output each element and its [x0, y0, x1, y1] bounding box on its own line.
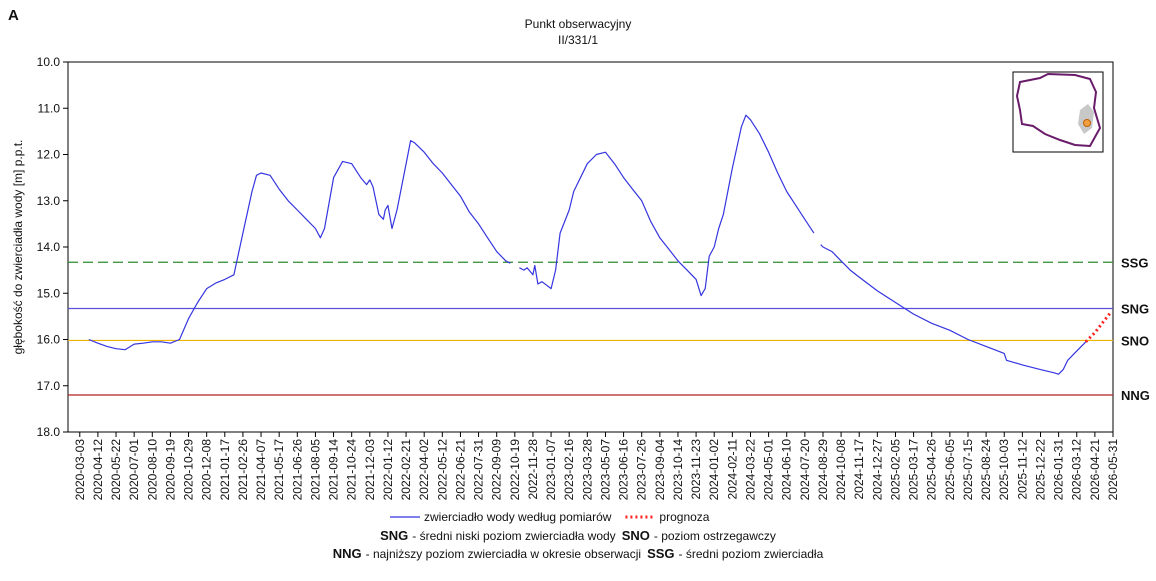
x-tick-label: 2024-10-08	[834, 439, 848, 501]
x-tick-label: 2023-10-14	[671, 439, 685, 501]
note-abbr: SSG	[647, 546, 674, 561]
legend-note: SNG - średni niski poziom zwierciadła wod…	[380, 528, 776, 543]
reference-label: SSG	[1121, 255, 1148, 270]
x-tick-label: 2021-12-03	[363, 439, 377, 501]
x-tick-label: 2020-09-19	[163, 439, 177, 501]
x-tick-label: 2025-11-12	[1015, 439, 1029, 500]
x-tick-label: 2025-10-03	[997, 439, 1011, 501]
x-tick-label: 2023-06-16	[617, 439, 631, 501]
x-tick-label: 2022-02-21	[399, 439, 413, 501]
x-tick-label: 2020-10-29	[182, 439, 196, 501]
x-tick-label: 2023-07-26	[635, 439, 649, 501]
x-tick-label: 2020-04-12	[91, 439, 105, 501]
x-tick-label: 2021-05-17	[272, 439, 286, 501]
x-tick-label: 2026-04-21	[1088, 439, 1102, 501]
reference-label: SNG	[1121, 302, 1149, 317]
x-tick-label: 2021-01-17	[218, 439, 232, 501]
map-inset	[1012, 71, 1104, 153]
data-line	[1084, 310, 1113, 343]
chart-subtitle: II/331/1	[558, 33, 598, 47]
x-tick-label: 2025-07-15	[961, 439, 975, 501]
y-tick-label: 11.0	[38, 101, 61, 115]
x-tick-label: 2021-08-05	[308, 439, 322, 501]
note-text: - poziom ostrzegawczy	[654, 529, 776, 543]
x-tick-label: 2023-09-04	[653, 439, 667, 501]
y-axis-label: głębokość do zwierciadła wody [m] p.p.t.	[11, 140, 25, 355]
x-tick-label: 2022-04-02	[417, 439, 431, 501]
x-tick-label: 2021-09-14	[327, 439, 341, 501]
x-tick-label: 2024-07-20	[798, 439, 812, 501]
note-abbr: NNG	[333, 546, 362, 561]
x-tick-label: 2020-03-03	[73, 439, 87, 501]
x-tick-label: 2026-05-31	[1106, 439, 1120, 501]
x-tick-label: 2020-08-10	[145, 439, 159, 501]
x-tick-label: 2020-12-08	[200, 439, 214, 501]
y-tick-label: 12.0	[37, 148, 61, 162]
x-tick-label: 2025-04-26	[925, 439, 939, 501]
legend-label: zwierciadło wody według pomiarów	[424, 510, 612, 524]
x-tick-label: 2024-11-17	[852, 439, 866, 500]
note-text: - najniższy poziom zwierciadła w okresie…	[366, 547, 641, 561]
note-text: - średni poziom zwierciadła	[679, 547, 824, 561]
chart-title: Punkt obserwacyjny	[525, 17, 632, 31]
x-tick-label: 2025-08-24	[979, 439, 993, 501]
y-tick-label: 13.0	[37, 194, 61, 208]
legend-note: NNG - najniższy poziom zwierciadła w okre…	[333, 546, 824, 561]
x-tick-label: 2020-05-22	[109, 439, 123, 501]
x-tick-label: 2025-06-05	[943, 439, 957, 501]
x-tick-label: 2022-01-12	[381, 439, 395, 501]
x-tick-label: 2022-09-09	[490, 439, 504, 501]
x-tick-label: 2025-02-05	[888, 439, 902, 501]
note-abbr: SNG	[380, 528, 408, 543]
x-tick-label: 2023-03-28	[580, 439, 594, 501]
x-tick-label: 2024-06-10	[780, 439, 794, 501]
x-tick-label: 2023-11-23	[689, 439, 703, 500]
note-abbr: SNO	[622, 528, 650, 543]
x-tick-label: 2022-05-12	[435, 439, 449, 501]
x-tick-label: 2026-01-31	[1052, 439, 1066, 501]
x-tick-label: 2024-08-29	[816, 439, 830, 501]
y-tick-label: 16.0	[37, 333, 61, 347]
y-tick-label: 15.0	[37, 286, 61, 300]
x-tick-label: 2024-03-22	[743, 439, 757, 501]
x-tick-label: 2021-06-26	[290, 439, 304, 501]
legend-label: prognoza	[659, 510, 709, 524]
x-tick-label: 2023-01-07	[544, 439, 558, 501]
x-tick-label: 2021-04-07	[254, 439, 268, 501]
reference-label: NNG	[1121, 388, 1150, 403]
x-tick-label: 2021-02-26	[236, 439, 250, 501]
note-text: - średni niski poziom zwierciadła wody	[412, 529, 615, 543]
data-line	[88, 114, 1087, 375]
x-tick-label: 2025-12-22	[1033, 439, 1047, 501]
y-tick-label: 14.0	[37, 240, 61, 254]
y-tick-label: 10.0	[37, 55, 61, 69]
x-tick-label: 2024-01-02	[707, 439, 721, 501]
y-tick-label: 18.0	[37, 425, 61, 439]
y-tick-label: 17.0	[37, 379, 61, 393]
x-tick-label: 2026-03-12	[1070, 439, 1084, 501]
x-tick-label: 2022-06-21	[453, 439, 467, 501]
plot-frame	[67, 61, 1114, 433]
x-tick-label: 2025-03-17	[907, 439, 921, 501]
panel-label: A	[8, 7, 19, 24]
x-tick-label: 2020-07-01	[127, 439, 141, 501]
x-tick-label: 2024-12-27	[870, 439, 884, 501]
x-tick-label: 2024-05-01	[762, 439, 776, 501]
x-tick-label: 2022-11-28	[526, 439, 540, 500]
x-tick-label: 2023-02-16	[562, 439, 576, 501]
x-tick-label: 2024-02-11	[725, 439, 739, 500]
x-tick-label: 2022-07-31	[472, 439, 486, 501]
reference-label: SNO	[1121, 333, 1149, 348]
x-tick-label: 2023-05-07	[598, 439, 612, 501]
x-tick-label: 2021-10-24	[345, 439, 359, 501]
x-tick-label: 2022-10-19	[508, 439, 522, 501]
